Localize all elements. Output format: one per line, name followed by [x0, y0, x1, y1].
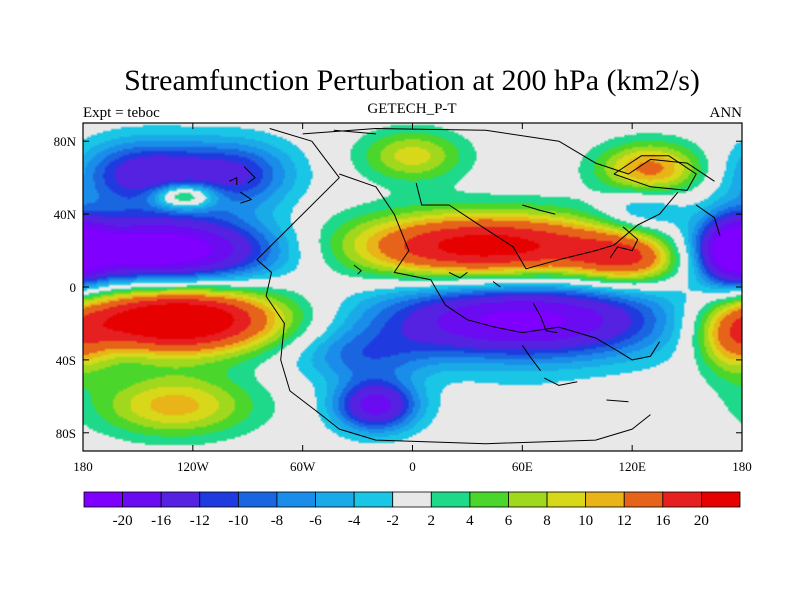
colorbar: -20 -16 -12 -10 -8 -6 -4 -2 2 4 6 8 10 12 16 20	[83, 491, 741, 529]
y-tick-label: 40N	[54, 207, 77, 222]
coastline	[229, 177, 238, 185]
coastline	[240, 191, 252, 204]
coastline	[256, 128, 651, 445]
y-tick-label: 40S	[56, 353, 76, 368]
colorbar-swatch	[122, 491, 162, 508]
chart-title: Streamfunction Perturbation at 200 hPa (…	[124, 64, 700, 97]
x-tick-label: 120E	[618, 459, 646, 474]
colorbar-swatch	[160, 491, 201, 508]
colorbar-swatch	[392, 491, 432, 508]
colorbar-label: 20	[694, 513, 709, 529]
colorbar-label: -8	[271, 513, 284, 529]
colorbar-label: 8	[543, 513, 551, 529]
colorbar-label: 4	[466, 513, 474, 529]
x-axis: 180 120W 60W 0 60E 120E 180	[73, 123, 752, 474]
x-tick-label: 0	[409, 459, 416, 474]
colorbar-swatch	[315, 491, 355, 508]
coastline	[448, 271, 468, 279]
x-tick-label: 60E	[512, 459, 533, 474]
y-tick-label: 80N	[54, 134, 77, 149]
colorbar-label: 10	[578, 513, 593, 529]
streamfunction-field	[83, 123, 742, 451]
coastline	[695, 204, 721, 237]
y-axis: 80N 40N 0 40S 80S	[54, 134, 742, 441]
coastline	[613, 155, 697, 191]
coastlines	[229, 128, 721, 445]
colorbar-label: -12	[190, 513, 210, 529]
coastline	[302, 128, 715, 182]
coastline	[521, 345, 542, 372]
colorbar-swatch	[662, 491, 702, 508]
y-tick-label: 0	[70, 280, 77, 295]
colorbar-label: -10	[228, 513, 248, 529]
x-tick-label: 120W	[177, 459, 210, 474]
colorbar-label: 12	[617, 513, 632, 529]
y-tick-label: 80S	[56, 426, 76, 441]
coastline	[339, 173, 661, 361]
colorbar-swatch	[508, 491, 548, 508]
colorbar-swatch	[83, 491, 123, 508]
coastline	[333, 129, 376, 135]
coastline	[492, 281, 501, 288]
colorbar-swatch	[585, 491, 625, 508]
colorbar-label: -20	[113, 513, 133, 529]
colorbar-label: 6	[505, 513, 513, 529]
colorbar-swatch	[430, 491, 471, 508]
colorbar-swatch	[623, 491, 664, 508]
coastline	[415, 182, 679, 270]
coastline	[522, 204, 556, 215]
colorbar-label: -4	[348, 513, 361, 529]
colorbar-swatch	[469, 491, 509, 508]
colorbar-swatch	[701, 491, 741, 508]
period-label: ANN	[710, 105, 743, 121]
colorbar-label: -16	[151, 513, 171, 529]
x-tick-label: 60W	[290, 459, 316, 474]
coastline	[609, 226, 639, 259]
colorbar-label: -6	[309, 513, 322, 529]
coastline	[243, 166, 256, 184]
colorbar-label: 2	[428, 513, 436, 529]
coastline	[606, 399, 629, 403]
colorbar-swatch	[199, 491, 239, 508]
colorbar-label: -2	[386, 513, 399, 529]
experiment-label: Expt = teboc	[83, 105, 160, 121]
x-tick-label: 180	[73, 459, 93, 474]
colorbar-swatch	[353, 491, 394, 508]
colorbar-swatch	[276, 491, 316, 508]
colorbar-label: 16	[655, 513, 671, 529]
x-tick-label: 180	[732, 459, 752, 474]
colorbar-swatch	[546, 491, 587, 508]
model-label: GETECH_P-T	[367, 101, 456, 117]
plot-area	[83, 123, 742, 451]
colorbar-swatch	[237, 491, 278, 508]
coastline	[353, 264, 362, 275]
coastline	[532, 303, 558, 334]
coastline	[544, 377, 578, 386]
